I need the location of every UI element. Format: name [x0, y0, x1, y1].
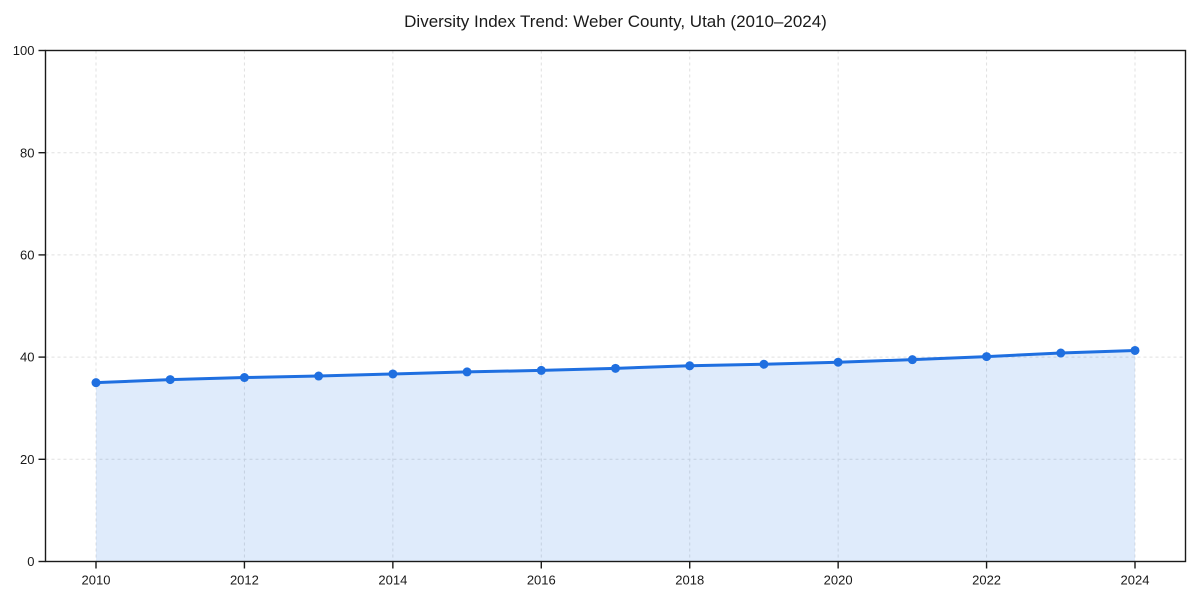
x-axis-tick-label: 2024	[1121, 573, 1150, 588]
data-point	[536, 365, 546, 375]
chart-title: Diversity Index Trend: Weber County, Uta…	[404, 12, 827, 31]
data-point	[314, 371, 324, 381]
x-axis-tick-label: 2014	[378, 573, 407, 588]
x-axis-tick-label: 2022	[972, 573, 1001, 588]
data-point	[1130, 345, 1140, 355]
y-axis-tick-label: 100	[13, 43, 35, 58]
data-point	[833, 357, 843, 367]
data-point	[907, 355, 917, 365]
data-point	[982, 352, 992, 362]
data-point	[685, 361, 695, 371]
data-point	[388, 369, 398, 379]
y-axis-tick-label: 60	[20, 247, 34, 262]
x-axis-tick-label: 2018	[675, 573, 704, 588]
y-axis-tick-label: 20	[20, 452, 34, 467]
data-point	[462, 367, 472, 377]
x-axis-tick-label: 2010	[82, 573, 111, 588]
area-fill	[96, 350, 1135, 562]
data-point	[759, 359, 769, 369]
y-axis-tick-label: 40	[20, 350, 34, 365]
x-axis-tick-label: 2012	[230, 573, 259, 588]
data-point	[239, 373, 249, 383]
y-axis-tick-label: 0	[27, 554, 34, 569]
data-point	[165, 375, 175, 385]
y-axis-tick-label: 80	[20, 145, 34, 160]
data-point	[611, 363, 620, 373]
x-axis-tick-label: 2020	[824, 573, 853, 588]
plot-border	[44, 49, 1187, 563]
data-point	[91, 378, 101, 388]
x-axis-tick-label: 2016	[527, 573, 556, 588]
data-point	[1056, 348, 1066, 358]
